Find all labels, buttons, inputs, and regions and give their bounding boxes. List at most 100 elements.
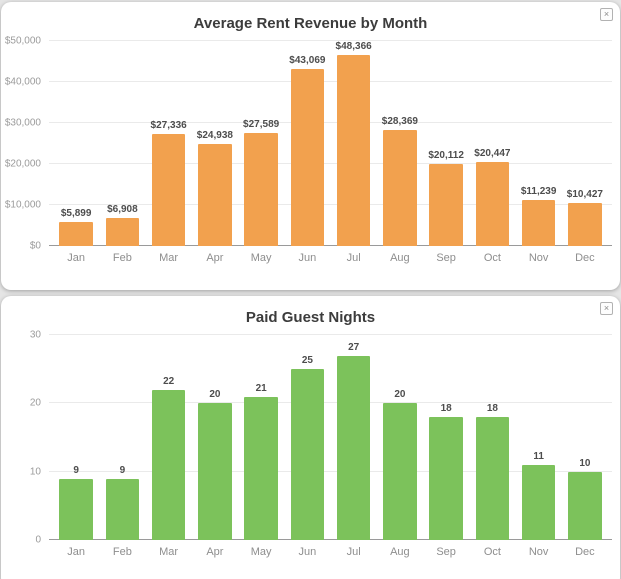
bar-column: 20 — [192, 335, 238, 540]
bar-value-label: $27,336 — [150, 119, 187, 131]
bar-value-label: $27,589 — [243, 118, 280, 130]
bar[interactable] — [383, 129, 417, 246]
bar-value-label: 9 — [73, 464, 79, 476]
x-tick-label: Nov — [528, 546, 549, 558]
bar[interactable] — [198, 403, 232, 540]
chart-title: Paid Guest Nights — [245, 309, 376, 326]
bar[interactable] — [244, 396, 278, 540]
bar-column: 22 — [146, 335, 192, 540]
bars: $5,899 $6,908 $27,336 $24,938 $27,589 $43,069… — [49, 41, 612, 246]
bar-value-label: $20,447 — [474, 148, 511, 160]
bar[interactable] — [383, 403, 417, 540]
bar[interactable] — [244, 132, 278, 246]
bars: 9 9 22 20 21 25 27 20 18 18 11 10 — [49, 335, 612, 540]
bar-column: $10,427 — [562, 41, 608, 246]
gridline — [49, 402, 612, 404]
bar[interactable] — [198, 143, 232, 246]
bar-value-label: 10 — [579, 457, 591, 469]
bar-value-label: 9 — [119, 464, 126, 476]
x-tick-label: Nov — [528, 252, 549, 264]
bar-column: $24,938 — [192, 41, 238, 246]
bar[interactable] — [568, 471, 602, 540]
bar-column: 9 — [99, 335, 145, 540]
bar[interactable] — [429, 163, 463, 246]
y-tick-label: 0 — [35, 534, 41, 546]
chart-title: Average Rent Revenue by Month — [193, 15, 428, 32]
bar-column: $43,069 — [284, 41, 330, 246]
x-tick-label: Mar — [159, 546, 179, 558]
axis-baseline — [49, 245, 612, 246]
bar[interactable] — [475, 417, 510, 540]
bar-column: $28,369 — [377, 41, 423, 246]
bar-column: 18 — [469, 335, 515, 540]
x-tick-label: Sep — [436, 252, 456, 264]
bar[interactable] — [105, 478, 140, 540]
bar-column: 25 — [284, 335, 330, 540]
bar-value-label: $20,112 — [428, 149, 464, 161]
bar-column: 20 — [377, 335, 423, 540]
bar[interactable] — [290, 369, 325, 540]
bar[interactable] — [59, 221, 93, 246]
bar[interactable] — [105, 217, 140, 246]
bar-value-label: 18 — [440, 403, 452, 414]
bar-value-label: 25 — [301, 355, 313, 367]
x-tick-label: Jun — [298, 546, 317, 558]
bar[interactable] — [290, 69, 325, 246]
close-icon: × — [603, 303, 610, 313]
y-tick-label: 10 — [29, 466, 41, 478]
bar-column: $5,899 — [53, 41, 99, 246]
gridline — [49, 81, 612, 82]
bar[interactable] — [568, 203, 602, 246]
x-tick-label: May — [250, 546, 272, 558]
bar-column: $20,112 — [423, 41, 469, 246]
revenue-chart-card: × Average Rent Revenue by Month $0 $10,00… — [1, 2, 620, 290]
bar-value-label: 18 — [486, 403, 498, 414]
bar[interactable] — [521, 464, 556, 540]
bar-value-label: 27 — [348, 341, 360, 353]
x-tick-label: Apr — [206, 546, 224, 558]
bar-chart: $0 $10,000 $20,000 $30,000 $40,000 $50,000 $5… — [1, 36, 620, 252]
x-tick-label: Dec — [575, 252, 595, 264]
x-tick-label: Oct — [483, 546, 501, 558]
bar-value-label: 20 — [394, 389, 406, 401]
bar[interactable] — [151, 133, 186, 246]
close-button[interactable]: × — [600, 8, 613, 21]
bar-value-label: $11,239 — [520, 185, 557, 197]
bar-value-label: 22 — [163, 375, 175, 387]
x-tick-label: Jan — [67, 252, 85, 264]
x-axis: Jan Feb Mar Apr May Jun Jul Aug Sep Oct Nov Dec — [49, 246, 612, 264]
bar[interactable] — [336, 355, 371, 540]
bar[interactable] — [59, 478, 93, 540]
x-tick-label: Aug — [390, 252, 410, 264]
x-tick-label: Jun — [298, 252, 317, 264]
x-tick-label: Apr — [206, 252, 224, 264]
bar-value-label: $10,427 — [566, 189, 603, 201]
bar-column: 10 — [562, 335, 608, 540]
bar[interactable] — [336, 55, 371, 246]
bar-column: $27,589 — [238, 41, 284, 246]
x-tick-label: Dec — [575, 546, 595, 558]
x-tick-label: Aug — [390, 546, 410, 558]
gridline — [49, 122, 612, 123]
x-axis: Jan Feb Mar Apr May Jun Jul Aug Sep Oct Nov Dec — [49, 540, 612, 558]
x-tick-label: Mar — [159, 252, 179, 264]
bar-column: $11,239 — [516, 41, 562, 246]
gridline — [49, 470, 612, 472]
bar-chart: 0 10 20 30 9 9 22 20 21 25 27 20 18 18 11 10 — [1, 330, 620, 546]
x-tick-label: Sep — [436, 546, 456, 558]
bar[interactable] — [521, 199, 556, 246]
gridline — [49, 163, 612, 164]
bar-column: 18 — [423, 335, 469, 540]
close-button[interactable]: × — [600, 302, 613, 315]
guest-nights-chart-card: × Paid Guest Nights 0 10 20 30 9 9 22 20 21 25 27… — [1, 296, 620, 579]
y-tick-label: 20 — [29, 397, 41, 409]
bar-column: 11 — [516, 335, 562, 540]
bar[interactable] — [151, 389, 186, 540]
bar[interactable] — [475, 162, 510, 246]
bar-column: $48,366 — [331, 41, 377, 246]
close-icon: × — [603, 9, 610, 19]
y-tick-label: $50,000 — [4, 35, 41, 47]
bar[interactable] — [429, 417, 463, 540]
gridline — [49, 40, 612, 41]
x-tick-label: Oct — [483, 252, 501, 264]
